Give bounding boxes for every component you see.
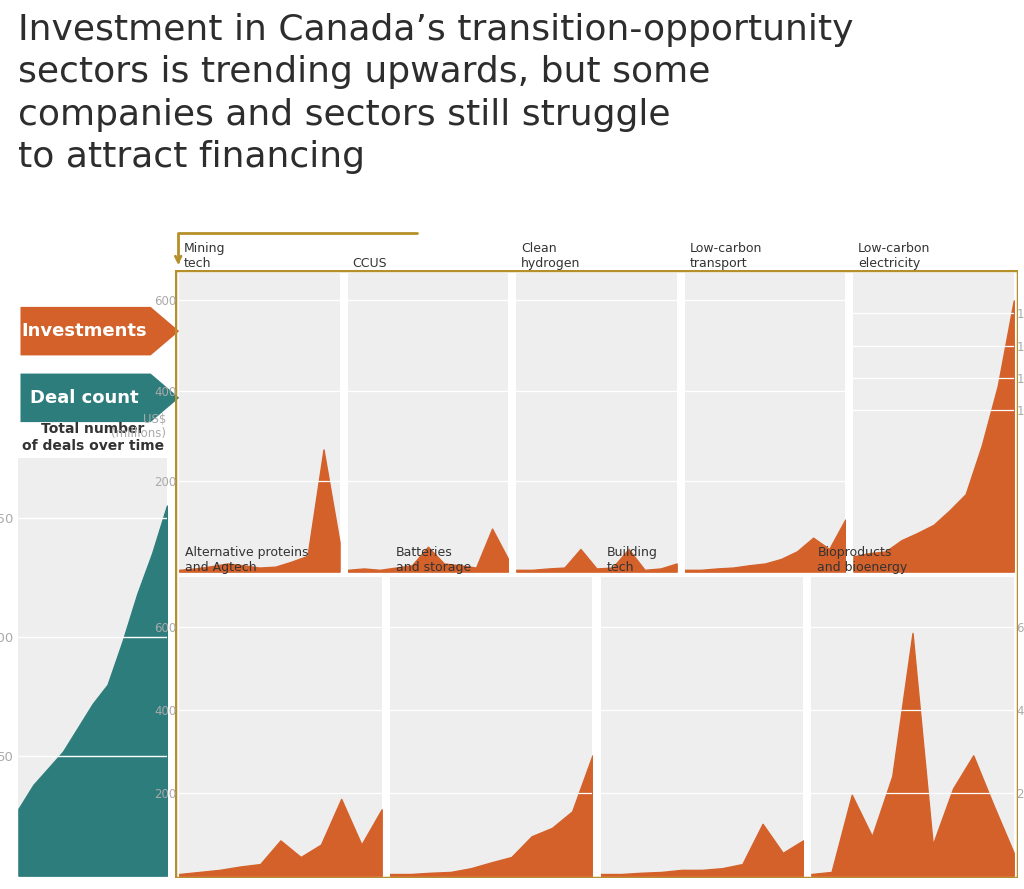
Text: Low-carbon
electricity: Low-carbon electricity	[858, 243, 931, 270]
Title: Total number
of deals over time: Total number of deals over time	[22, 422, 164, 453]
Text: Deal count: Deal count	[30, 388, 138, 407]
Text: US$
(millions): US$ (millions)	[111, 413, 166, 440]
Text: Clean
hydrogen: Clean hydrogen	[521, 243, 581, 270]
Text: Investments: Investments	[22, 322, 146, 340]
Text: Mining
tech: Mining tech	[184, 243, 225, 270]
Text: Alternative proteins
and Agtech: Alternative proteins and Agtech	[185, 547, 309, 574]
Polygon shape	[20, 307, 179, 356]
Text: 2010: 2010	[179, 596, 206, 605]
Polygon shape	[20, 373, 179, 422]
Text: Low-carbon
transport: Low-carbon transport	[689, 243, 762, 270]
Text: Batteries
and storage: Batteries and storage	[396, 547, 471, 574]
Text: Building
tech: Building tech	[606, 547, 657, 574]
Text: 2020: 2020	[313, 596, 340, 605]
Text: Bioproducts
and bioenergy: Bioproducts and bioenergy	[817, 547, 907, 574]
Text: Investment in Canada’s transition-opportunity
sectors is trending upwards, but s: Investment in Canada’s transition-opport…	[18, 13, 854, 173]
Text: CCUS: CCUS	[352, 258, 387, 270]
